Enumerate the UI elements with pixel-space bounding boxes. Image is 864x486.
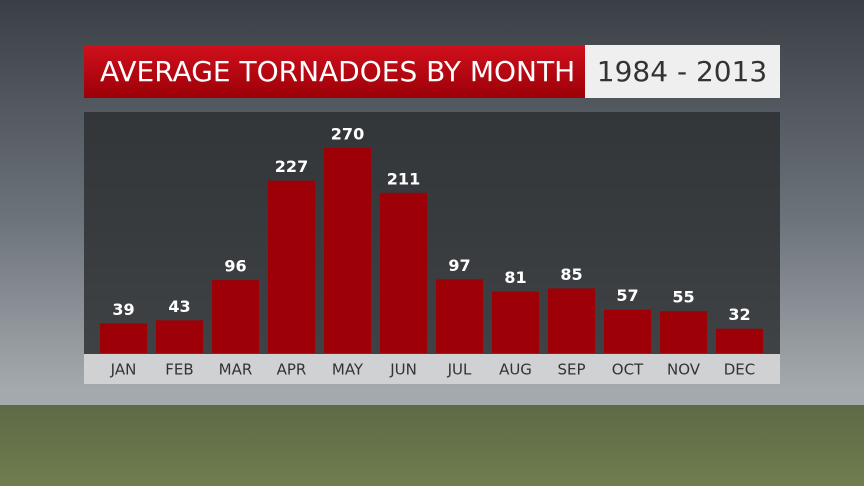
bar	[100, 323, 147, 353]
x-tick-label: JUN	[389, 361, 417, 379]
data-label: 32	[728, 305, 750, 324]
x-tick-label: SEP	[557, 361, 585, 379]
data-label: 57	[616, 286, 638, 305]
x-tick-label: NOV	[667, 361, 701, 379]
bar	[212, 280, 259, 353]
bar	[604, 309, 651, 353]
label-strip	[84, 354, 780, 384]
data-label: 96	[224, 257, 246, 276]
x-tick-label: JAN	[110, 361, 137, 379]
data-label: 43	[168, 297, 190, 316]
bar	[380, 192, 427, 353]
data-label: 270	[331, 125, 364, 144]
bar	[268, 180, 315, 353]
data-label: 227	[275, 157, 308, 176]
grass-background	[0, 405, 864, 486]
data-label: 211	[387, 169, 420, 188]
data-label: 39	[112, 300, 134, 319]
x-tick-label: FEB	[165, 361, 193, 379]
x-tick-label: DEC	[724, 361, 756, 379]
subtitle-box	[585, 45, 780, 98]
bar	[660, 311, 707, 353]
bar	[492, 291, 539, 353]
data-label: 85	[560, 265, 582, 284]
data-label: 81	[504, 268, 526, 287]
x-tick-label: OCT	[612, 361, 644, 379]
bar	[716, 328, 763, 353]
x-tick-label: MAR	[219, 361, 253, 379]
bar	[548, 288, 595, 353]
bar	[156, 320, 203, 353]
data-label: 97	[448, 256, 470, 275]
x-tick-label: MAY	[332, 361, 364, 379]
x-tick-label: APR	[277, 361, 307, 379]
x-tick-label: JUL	[447, 361, 472, 379]
chart-subtitle: 1984 - 2013	[597, 55, 767, 88]
bar	[324, 148, 371, 353]
chart-title: AVERAGE TORNADOES BY MONTH	[100, 55, 575, 88]
title-bar	[84, 45, 585, 98]
data-label: 55	[672, 288, 694, 307]
bar	[436, 279, 483, 353]
x-tick-label: AUG	[499, 361, 532, 379]
